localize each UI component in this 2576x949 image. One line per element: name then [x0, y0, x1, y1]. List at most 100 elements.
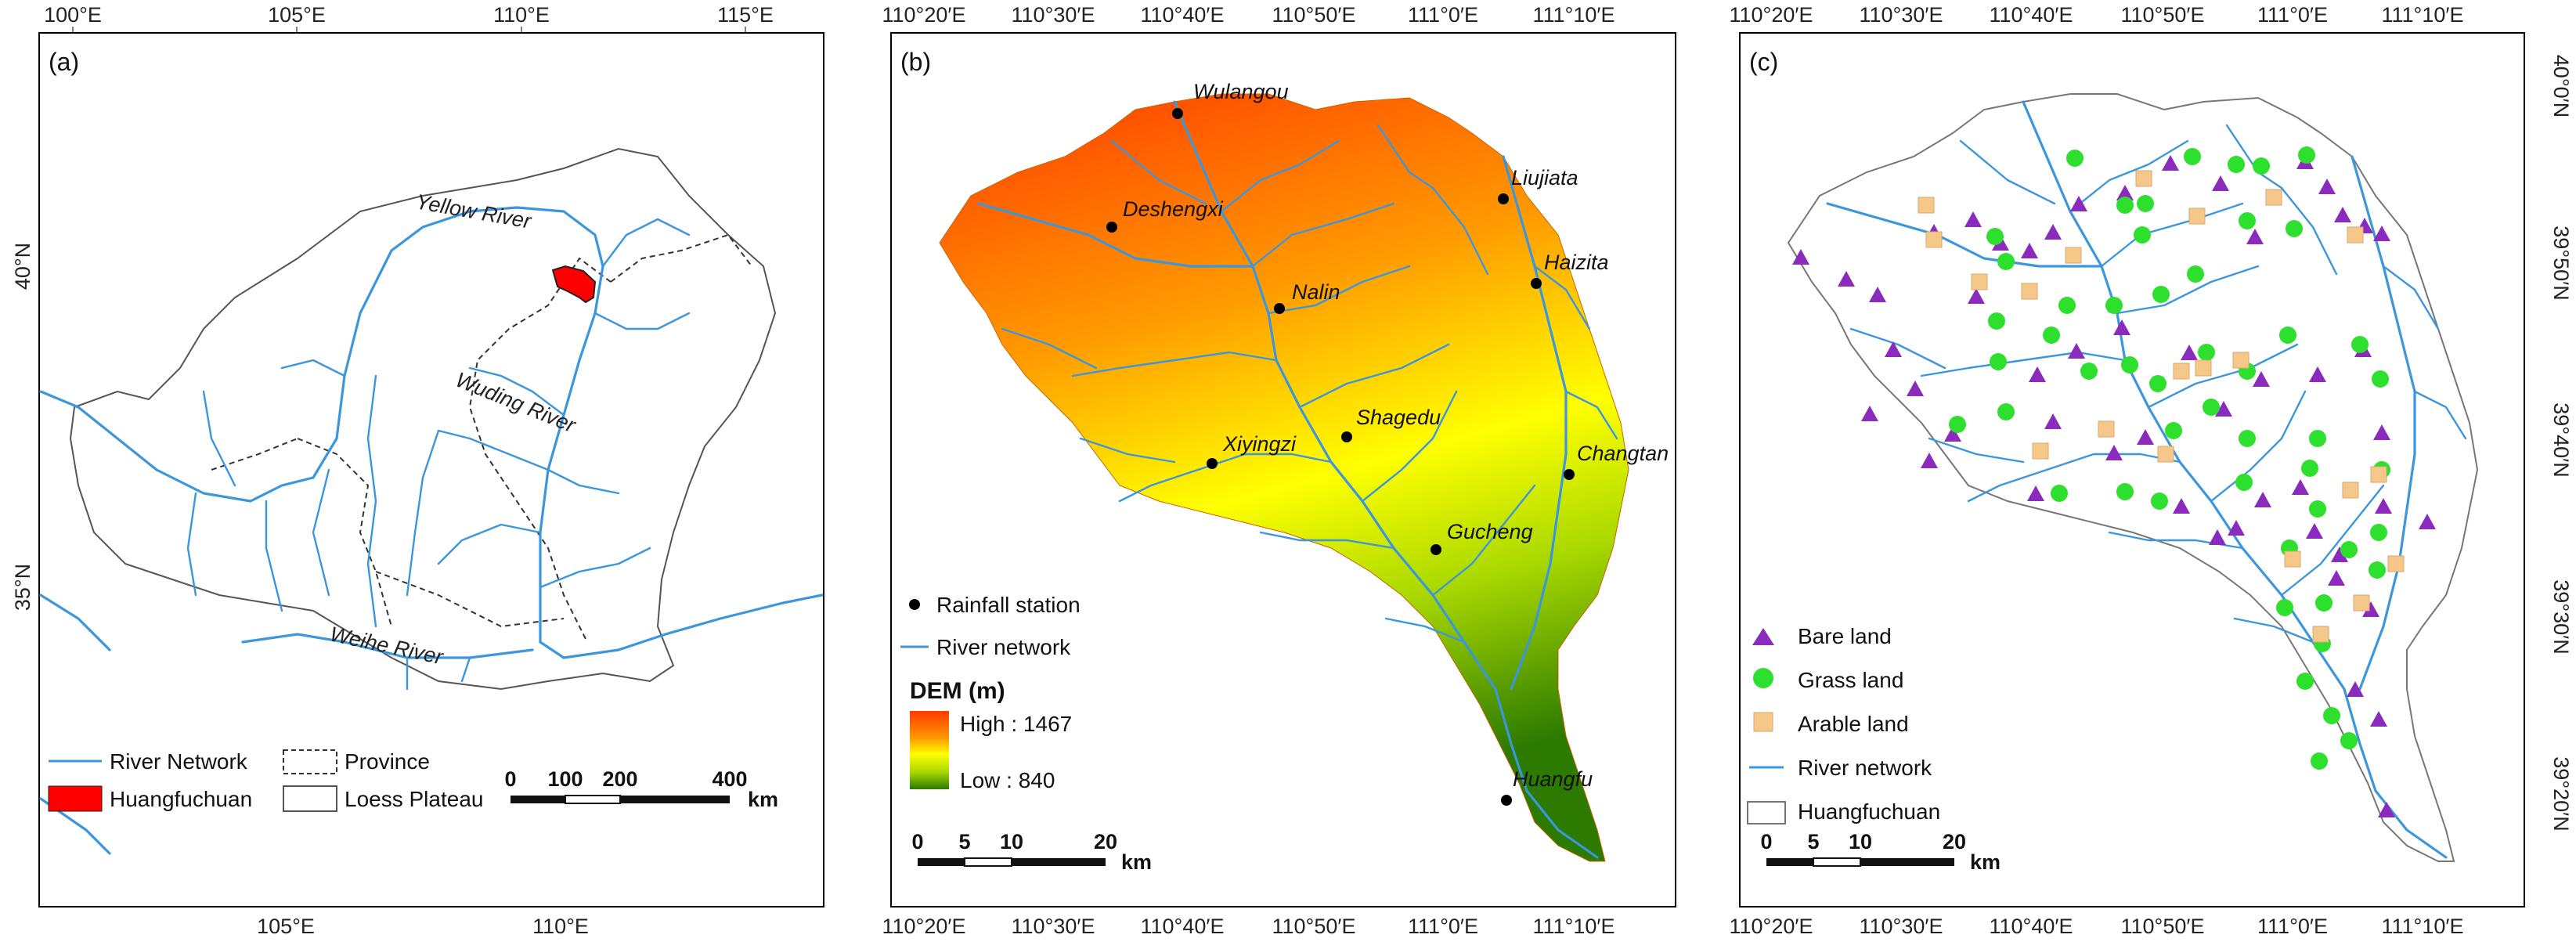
bare-land-point	[2113, 319, 2130, 335]
bare-land-point	[1861, 406, 1878, 421]
bare-land-point	[2068, 343, 2085, 359]
panel-b-label: (b)	[900, 48, 931, 76]
bare-land-point	[2375, 498, 2392, 514]
bare-land-point	[2246, 229, 2264, 244]
scale-unit: km	[748, 788, 778, 811]
bare-land-point	[1944, 426, 1961, 442]
panel-a-river-network	[39, 206, 824, 855]
panel-b-top-tick: 110°50′E	[1272, 3, 1356, 27]
grass-land-point	[2116, 483, 2134, 500]
panel-a: 100°E 105°E 110°E 115°E 105°E 110°E 40°N…	[11, 3, 824, 938]
arable-land-point	[2312, 626, 2329, 643]
bare-land-point	[2044, 224, 2062, 240]
grass-land-point	[2151, 493, 2168, 510]
panel-c-right-tick: 39°30′N	[2549, 579, 2573, 654]
legend-river-label: River network	[936, 635, 1071, 659]
legend-arable-label: Arable land	[1798, 712, 1909, 736]
station-label: Changtan	[1577, 442, 1669, 465]
panel-c-bottom-tick: 110°40′E	[1990, 915, 2073, 938]
legend-arable-swatch	[1753, 712, 1773, 732]
grass-land-point	[2066, 150, 2084, 167]
panel-c-bottom-tick: 111°0′E	[2257, 915, 2328, 938]
station-label: Wulangou	[1193, 80, 1289, 103]
legend-grass-label: Grass land	[1798, 668, 1903, 692]
bare-land-point	[2228, 520, 2245, 536]
bare-land-point	[2137, 429, 2154, 445]
grass-land-point	[2340, 541, 2358, 558]
grass-land-point	[2149, 375, 2167, 392]
panel-c-top-tick: 111°0′E	[2257, 3, 2328, 27]
station-marker	[1106, 222, 1117, 233]
panel-c-bottom-tick: 110°30′E	[1860, 915, 1943, 938]
bare-land-point	[2306, 523, 2323, 539]
scale-label: 0	[504, 767, 516, 791]
grass-land-point	[2286, 220, 2303, 237]
panel-b-top-tick: 110°40′E	[1141, 3, 1225, 27]
panel-a-scale-bar: 0 100 200 400 km	[504, 767, 778, 811]
station-label: Haizita	[1544, 251, 1609, 274]
scale-label: 10	[1849, 830, 1872, 853]
bare-land-point	[2370, 711, 2387, 727]
grass-land-point	[2298, 146, 2315, 164]
bare-land-point	[2181, 345, 2198, 360]
panel-b: 110°20′E 110°30′E 110°40′E 110°50′E 111°…	[882, 3, 1676, 938]
grass-land-point	[2080, 363, 2098, 380]
arable-land-point	[2188, 207, 2206, 225]
bare-land-point	[1964, 211, 1982, 227]
bare-land-point	[1968, 288, 1985, 304]
bare-land-point	[1885, 341, 1902, 357]
bare-land-point	[2318, 179, 2336, 194]
bare-land-point	[2027, 485, 2044, 501]
panel-b-bottom-tick: 110°30′E	[1012, 915, 1095, 938]
scale-label: 0	[911, 830, 923, 853]
scale-label: 200	[602, 767, 637, 791]
legend-plateau-label: Loess Plateau	[345, 787, 483, 811]
legend-province-swatch	[283, 749, 337, 774]
dem-basin-raster	[939, 93, 1629, 862]
arable-land-point	[2135, 170, 2152, 187]
grass-land-point	[2340, 732, 2358, 749]
scale-label: 20	[1094, 830, 1117, 853]
station-marker	[1431, 544, 1441, 555]
panel-b-top-ticks: 110°20′E 110°30′E 110°40′E 110°50′E 111°…	[882, 3, 1615, 27]
panel-c-right-tick: 39°20′N	[2549, 756, 2573, 831]
grass-land-point	[2198, 344, 2215, 361]
arable-land-point	[2021, 283, 2038, 300]
rainfall-stations: Wulangou Deshengxi Liujiata Haizita Nali…	[1106, 80, 1669, 806]
panel-c-bottom-tick: 111°10′E	[2382, 915, 2464, 938]
bare-land-point	[2254, 492, 2271, 507]
arable-land-point	[2065, 247, 2082, 264]
arable-land-point	[2347, 226, 2364, 244]
bare-land-point	[2328, 570, 2345, 586]
grass-land-point	[1997, 403, 2015, 420]
huangfuchuan-outline	[1787, 93, 2479, 862]
panel-c-right-ticks: 40°0′N 39°50′N 39°40′N 39°30′N 39°20′N	[2549, 55, 2573, 832]
grass-land-point	[2239, 212, 2256, 229]
panel-b-bottom-tick: 110°20′E	[882, 915, 966, 938]
station-marker	[1501, 795, 1512, 806]
legend-dem-title: DEM (m)	[910, 678, 1005, 704]
grass-land-point	[2301, 460, 2318, 477]
grass-land-point	[2116, 197, 2134, 214]
station-marker	[1274, 303, 1285, 314]
province-boundary	[211, 438, 565, 628]
grass-land-point	[2043, 327, 2060, 344]
legend-province-label: Province	[345, 749, 430, 774]
province-boundary	[610, 233, 752, 283]
grass-land-point	[2105, 297, 2123, 314]
scale-label: 20	[1943, 830, 1966, 853]
grass-land-point	[2372, 370, 2389, 388]
station-label: Deshengxi	[1123, 197, 1224, 221]
arable-land-point	[2342, 482, 2359, 499]
bare-land-point	[2347, 681, 2364, 697]
grass-land-point	[2203, 399, 2220, 416]
bare-land-point	[2215, 401, 2232, 417]
grass-land-point	[2323, 707, 2340, 724]
panel-b-bottom-ticks: 110°20′E 110°30′E 110°40′E 110°50′E 111°…	[882, 915, 1615, 938]
bare-land-point	[1792, 249, 1809, 265]
arable-land-point	[1971, 273, 1988, 290]
grass-land-point	[2121, 356, 2138, 373]
grass-land-point	[2309, 500, 2326, 518]
panel-b-bottom-tick: 110°50′E	[1272, 915, 1356, 938]
